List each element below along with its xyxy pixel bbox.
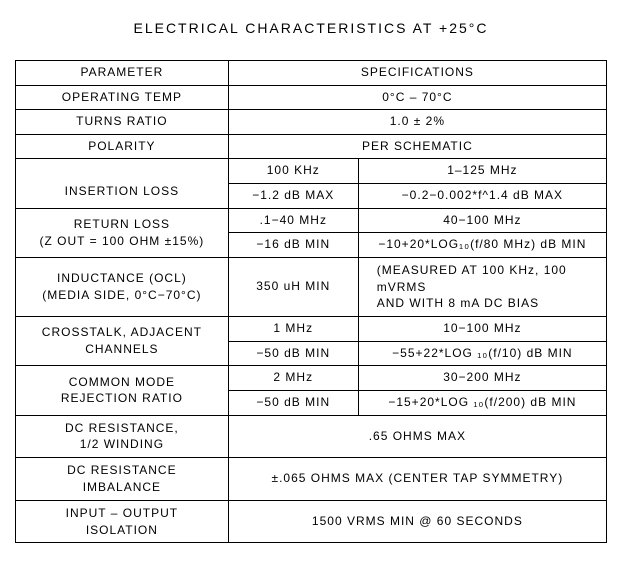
spec-cell: −0.2−0.002*f^1.4 dB MAX: [358, 183, 606, 208]
spec-cell: 1–125 MHz: [358, 159, 606, 184]
spec-cell: 40−100 MHz: [358, 208, 606, 233]
spec-cell: 0°C – 70°C: [228, 85, 606, 110]
param-cell: INPUT – OUTPUTISOLATION: [16, 500, 229, 543]
header-spec: SPECIFICATIONS: [228, 61, 606, 86]
row-polarity: POLARITY PER SCHEMATIC: [16, 134, 607, 159]
header-param: PARAMETER: [16, 61, 229, 86]
spec-cell: .1−40 MHz: [228, 208, 358, 233]
row-iso: INPUT – OUTPUTISOLATION 1500 VRMS MIN @ …: [16, 500, 607, 543]
row-cmrr-h: COMMON MODEREJECTION RATIO 2 MHz 30−200 …: [16, 366, 607, 391]
param-cell: TURNS RATIO: [16, 110, 229, 135]
row-turns: TURNS RATIO 1.0 ± 2%: [16, 110, 607, 135]
param-cell: INDUCTANCE (OCL)(MEDIA SIDE, 0°C−70°C): [16, 257, 229, 316]
specs-table: PARAMETER SPECIFICATIONS OPERATING TEMP …: [15, 60, 607, 543]
spec-cell: 1500 VRMS MIN @ 60 SECONDS: [228, 500, 606, 543]
spec-cell: 10−100 MHz: [358, 317, 606, 342]
spec-cell: −16 dB MIN: [228, 233, 358, 258]
param-cell: OPERATING TEMP: [16, 85, 229, 110]
spec-cell: 2 MHz: [228, 366, 358, 391]
row-return-h: RETURN LOSS(Z OUT = 100 OHM ±15%) .1−40 …: [16, 208, 607, 233]
spec-cell: PER SCHEMATIC: [228, 134, 606, 159]
spec-cell: −50 dB MIN: [228, 390, 358, 415]
row-op-temp: OPERATING TEMP 0°C – 70°C: [16, 85, 607, 110]
spec-cell: −1.2 dB MAX: [228, 183, 358, 208]
row-dc-res: DC RESISTANCE,1/2 WINDING .65 OHMS MAX: [16, 415, 607, 458]
spec-cell: ±.065 OHMS MAX (CENTER TAP SYMMETRY): [228, 458, 606, 501]
row-dc-imb: DC RESISTANCEIMBALANCE ±.065 OHMS MAX (C…: [16, 458, 607, 501]
spec-cell: 100 KHz: [228, 159, 358, 184]
param-cell: DC RESISTANCE,1/2 WINDING: [16, 415, 229, 458]
spec-cell: −10+20*LOG₁₀(f/80 MHz) dB MIN: [358, 233, 606, 258]
spec-cell: −50 dB MIN: [228, 341, 358, 366]
spec-cell: .65 OHMS MAX: [228, 415, 606, 458]
spec-cell: 1.0 ± 2%: [228, 110, 606, 135]
param-cell: CROSSTALK, ADJACENTCHANNELS: [16, 317, 229, 366]
row-inductance: INDUCTANCE (OCL)(MEDIA SIDE, 0°C−70°C) 3…: [16, 257, 607, 316]
spec-cell: 30−200 MHz: [358, 366, 606, 391]
param-cell: RETURN LOSS(Z OUT = 100 OHM ±15%): [16, 208, 229, 257]
spec-cell: 1 MHz: [228, 317, 358, 342]
row-crosstalk-h: CROSSTALK, ADJACENTCHANNELS 1 MHz 10−100…: [16, 317, 607, 342]
param-cell: INSERTION LOSS: [16, 159, 229, 208]
row-insertion-h: INSERTION LOSS 100 KHz 1–125 MHz: [16, 159, 607, 184]
spec-cell: −55+22*LOG ₁₀(f/10) dB MIN: [358, 341, 606, 366]
param-cell: POLARITY: [16, 134, 229, 159]
spec-cell: 350 uH MIN: [228, 257, 358, 316]
page-title: ELECTRICAL CHARACTERISTICS AT +25°C: [15, 20, 607, 36]
param-cell: COMMON MODEREJECTION RATIO: [16, 366, 229, 415]
spec-cell: (MEASURED AT 100 KHz, 100 mVRMSAND WITH …: [358, 257, 606, 316]
spec-cell: −15+20*LOG ₁₀(f/200) dB MIN: [358, 390, 606, 415]
header-row: PARAMETER SPECIFICATIONS: [16, 61, 607, 86]
param-cell: DC RESISTANCEIMBALANCE: [16, 458, 229, 501]
